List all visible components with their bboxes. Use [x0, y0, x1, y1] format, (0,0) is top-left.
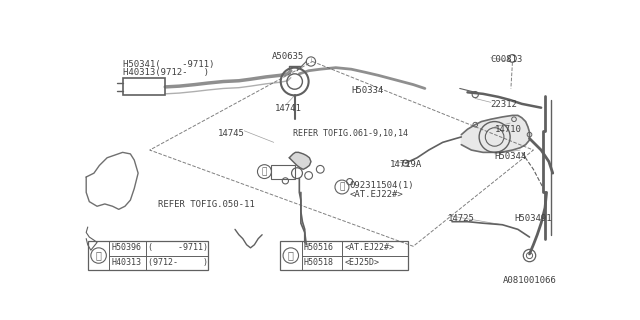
Bar [88, 241, 208, 270]
Text: 14710: 14710 [495, 124, 522, 134]
Text: H503491: H503491 [514, 214, 552, 223]
Circle shape [335, 180, 349, 194]
Text: H50518: H50518 [304, 258, 334, 267]
Text: 14725: 14725 [448, 214, 475, 223]
Text: 092311504(1): 092311504(1) [349, 181, 414, 190]
Bar [271, 165, 294, 179]
Polygon shape [461, 116, 529, 152]
Text: H50344: H50344 [495, 152, 527, 161]
Text: 14745: 14745 [218, 129, 245, 138]
Bar [123, 78, 165, 95]
Text: A50635: A50635 [272, 52, 305, 61]
Text: H50396: H50396 [112, 243, 142, 252]
Text: ②: ② [339, 182, 344, 191]
Text: <AT.EJ22#>: <AT.EJ22#> [344, 243, 394, 252]
Text: A081001066: A081001066 [502, 276, 556, 284]
Text: REFER TOFIG.050-11: REFER TOFIG.050-11 [157, 200, 254, 209]
Text: 14741: 14741 [275, 104, 302, 113]
Text: ①: ① [262, 167, 267, 176]
Text: ②: ② [288, 251, 294, 260]
Text: H50334: H50334 [351, 86, 383, 95]
Text: (     -9711): ( -9711) [148, 243, 208, 252]
Circle shape [257, 165, 271, 179]
Circle shape [283, 248, 298, 263]
Text: 22312: 22312 [491, 100, 518, 109]
Text: <EJ25D>: <EJ25D> [344, 258, 380, 267]
Text: C00813: C00813 [491, 55, 523, 64]
Polygon shape [289, 152, 311, 169]
Text: (9712-     ): (9712- ) [148, 258, 208, 267]
Text: 14719A: 14719A [390, 160, 422, 169]
Text: REFER TOFIG.061-9,10,14: REFER TOFIG.061-9,10,14 [293, 129, 408, 138]
Text: H40313(9712-   ): H40313(9712- ) [123, 68, 209, 77]
Text: ①: ① [95, 251, 102, 260]
Text: <AT.EJ22#>: <AT.EJ22#> [349, 190, 403, 199]
Text: H50341(    -9711): H50341( -9711) [123, 60, 214, 69]
Circle shape [91, 248, 106, 263]
Text: H50516: H50516 [304, 243, 334, 252]
Bar [280, 241, 408, 270]
Text: H40313: H40313 [112, 258, 142, 267]
